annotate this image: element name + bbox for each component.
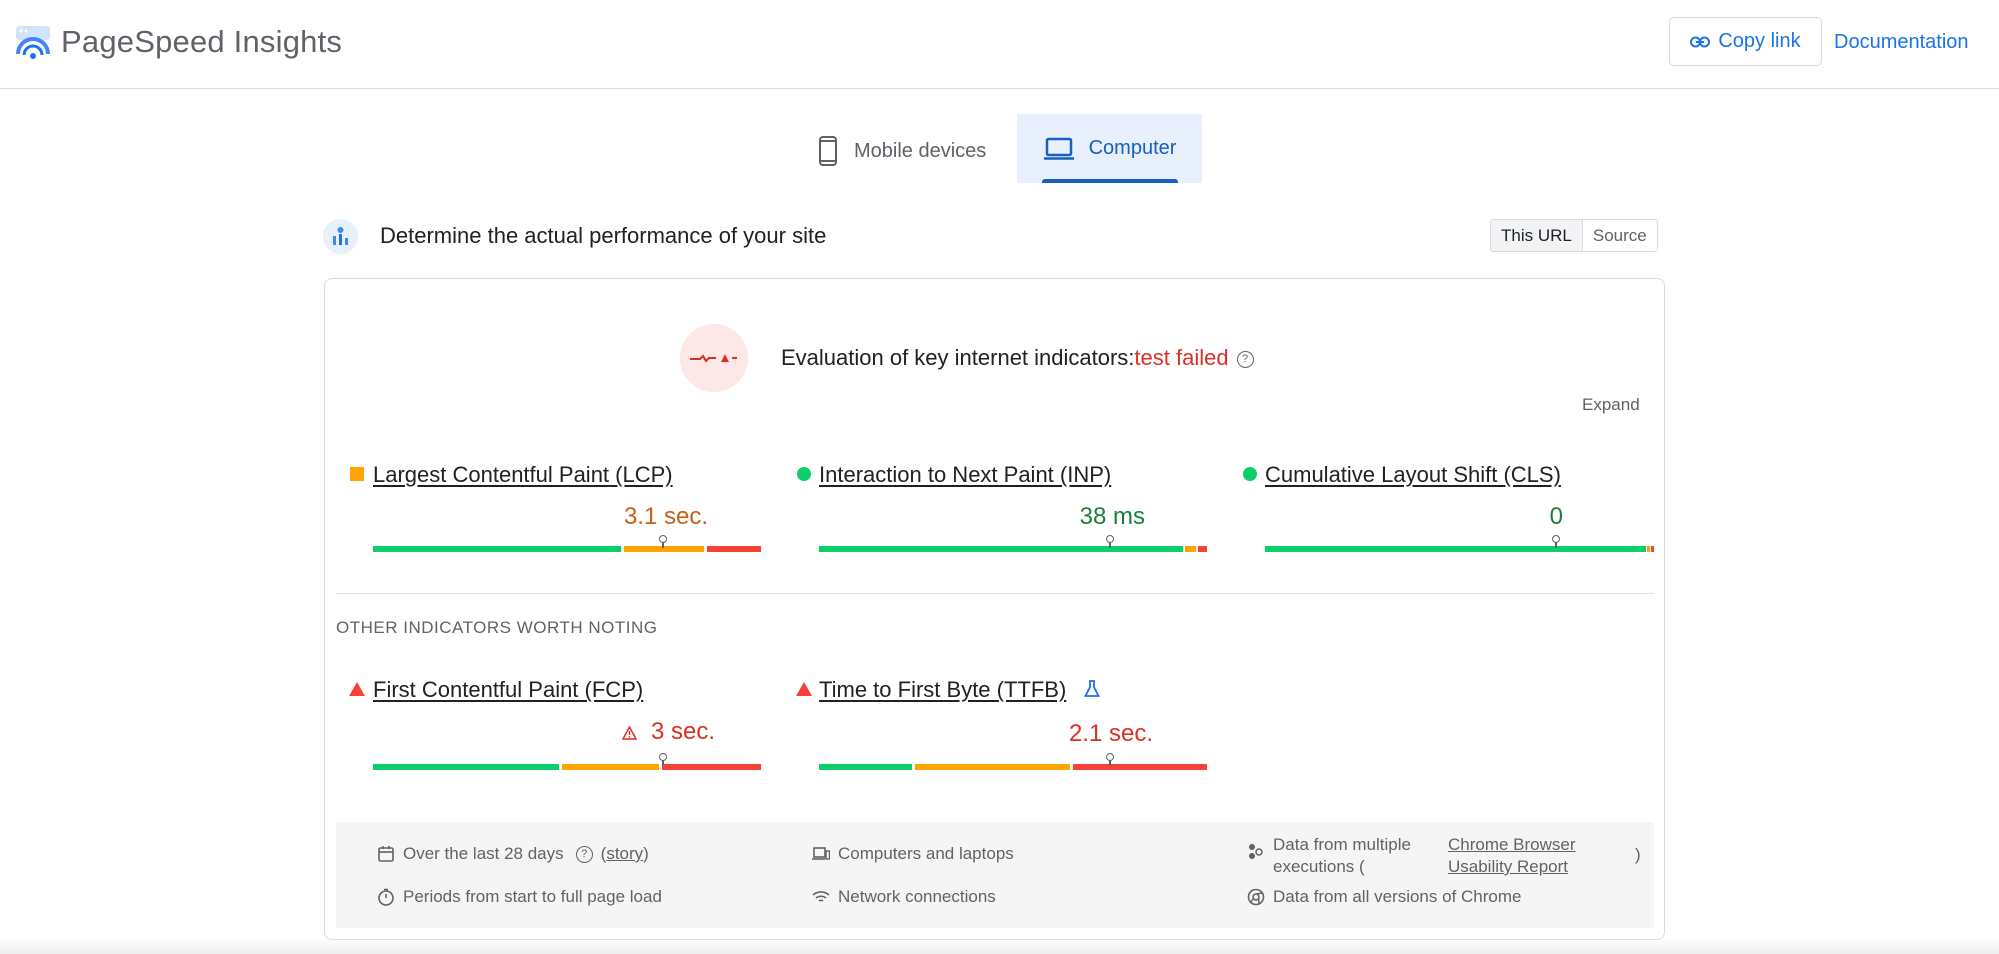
- bottom-shadow: [0, 938, 1999, 954]
- failed-assessment-icon: [680, 324, 748, 392]
- metric-title-cls[interactable]: Cumulative Layout Shift (CLS): [1265, 462, 1561, 487]
- closing-paren: ): [1635, 845, 1641, 864]
- network-info: Network connections: [812, 887, 996, 907]
- marker-stem-inp: [1109, 540, 1111, 548]
- calendar-icon: [378, 846, 394, 862]
- devices-icon: [812, 847, 830, 860]
- copy-link-label: Copy link: [1718, 30, 1801, 52]
- metric-title-ttfb[interactable]: Time to First Byte (TTFB): [819, 677, 1067, 702]
- distribution-bar-ttfb: [819, 764, 1207, 770]
- assessment-prefix: Evaluation of key internet indicators:: [781, 345, 1135, 370]
- needs-improvement-square-icon: [350, 467, 364, 481]
- story-paren: (story): [600, 844, 649, 863]
- assessment-summary: Evaluation of key internet indicators:te…: [781, 345, 1254, 371]
- good-dot-icon: [1243, 467, 1257, 481]
- poor-triangle-icon: [796, 682, 812, 696]
- percentile-marker-ttfb: [1106, 753, 1114, 761]
- good-dot-icon: [797, 467, 811, 481]
- smartphone-icon: [819, 136, 837, 166]
- devices-info: Computers and laptops: [812, 844, 1014, 864]
- distribution-bar-cls: [1265, 546, 1655, 552]
- usability-report-line2[interactable]: Usability Report: [1448, 857, 1568, 876]
- percentile-marker-lcp: [659, 535, 667, 543]
- help-icon[interactable]: ?: [575, 845, 593, 863]
- field-data-icon: [323, 219, 358, 254]
- distribution-bar-fcp: [373, 764, 761, 770]
- distribution-bar-lcp: [373, 546, 761, 552]
- metric-title-inp[interactable]: Interaction to Next Paint (INP): [819, 462, 1112, 487]
- multiple-runs-icon: [1249, 844, 1263, 859]
- period-info: Over the last 28 days ? (story): [377, 844, 649, 864]
- marker-stem-ttfb: [1109, 758, 1111, 766]
- copy-link-button[interactable]: Copy link: [1669, 17, 1822, 66]
- top-header: PageSpeed Insights Copy link Documentati…: [0, 0, 1999, 89]
- marker-stem-lcp: [662, 540, 664, 548]
- usability-report-line1[interactable]: Chrome Browser: [1448, 835, 1576, 854]
- period-text: Over the last 28 days: [403, 844, 564, 863]
- link-icon: [1690, 36, 1711, 47]
- page-load-info: Periods from start to full page load: [377, 887, 662, 907]
- data-source-text: Data from multiple executions (: [1273, 835, 1411, 876]
- data-source-info: Data from multiple executions (: [1247, 834, 1423, 878]
- section-divider: [336, 593, 1654, 594]
- chrome-icon: [1247, 888, 1265, 906]
- percentile-marker-fcp: [659, 753, 667, 761]
- distribution-bar-inp: [819, 546, 1207, 552]
- warning-icon: [622, 726, 637, 740]
- metric-value-fcp: 3 sec.: [650, 718, 715, 745]
- marker-stem-fcp: [662, 758, 664, 766]
- story-link[interactable]: story: [606, 844, 644, 863]
- section-title: Determine the actual performance of your…: [380, 223, 827, 248]
- tab-mobile-label: Mobile devices: [854, 139, 987, 162]
- chrome-versions-info: Data from all versions of Chrome: [1247, 887, 1521, 907]
- percentile-marker-inp: [1106, 535, 1114, 543]
- data-info-footer: [336, 822, 1654, 928]
- usability-report-link[interactable]: Chrome Browser Usability Report: [1448, 834, 1576, 878]
- poor-triangle-icon: [349, 682, 365, 696]
- app-title: PageSpeed Insights: [61, 24, 343, 59]
- expand-button[interactable]: Expand: [1582, 395, 1640, 414]
- network-text: Network connections: [838, 887, 996, 906]
- url-source-toggle: This URL Source: [1490, 219, 1658, 252]
- percentile-marker-cls: [1552, 535, 1560, 543]
- other-metrics-heading: OTHER INDICATORS WORTH NOTING: [336, 618, 658, 637]
- marker-stem-cls: [1555, 540, 1557, 548]
- laptop-icon: [1043, 137, 1074, 160]
- metric-title-lcp[interactable]: Largest Contentful Paint (LCP): [373, 462, 673, 487]
- experimental-flask-icon[interactable]: [1084, 680, 1100, 698]
- stopwatch-icon: [378, 888, 394, 906]
- tab-computer-label: Computer: [1088, 137, 1177, 159]
- metric-title-fcp[interactable]: First Contentful Paint (FCP): [373, 677, 644, 702]
- help-icon[interactable]: ?: [1236, 351, 1254, 368]
- page-load-text: Periods from start to full page load: [403, 887, 662, 906]
- devices-text: Computers and laptops: [838, 844, 1014, 863]
- wifi-icon: [812, 891, 830, 902]
- this-url-button[interactable]: This URL: [1491, 220, 1583, 251]
- pagespeed-logo-icon[interactable]: [14, 24, 52, 62]
- tab-selected-indicator: [1042, 179, 1178, 183]
- metric-value-cls: 0: [1549, 503, 1563, 530]
- tab-computer[interactable]: Computer: [1017, 114, 1202, 183]
- chrome-versions-text: Data from all versions of Chrome: [1273, 887, 1522, 906]
- tab-mobile-devices[interactable]: Mobile devices: [806, 126, 998, 176]
- documentation-link[interactable]: Documentation: [1834, 31, 1969, 53]
- metric-value-ttfb: 2.1 sec.: [1068, 720, 1153, 747]
- metric-value-lcp: 3.1 sec.: [623, 503, 708, 530]
- assessment-status: test failed: [1134, 345, 1229, 370]
- source-button[interactable]: Source: [1592, 225, 1647, 245]
- metric-value-inp: 38 ms: [1079, 503, 1145, 530]
